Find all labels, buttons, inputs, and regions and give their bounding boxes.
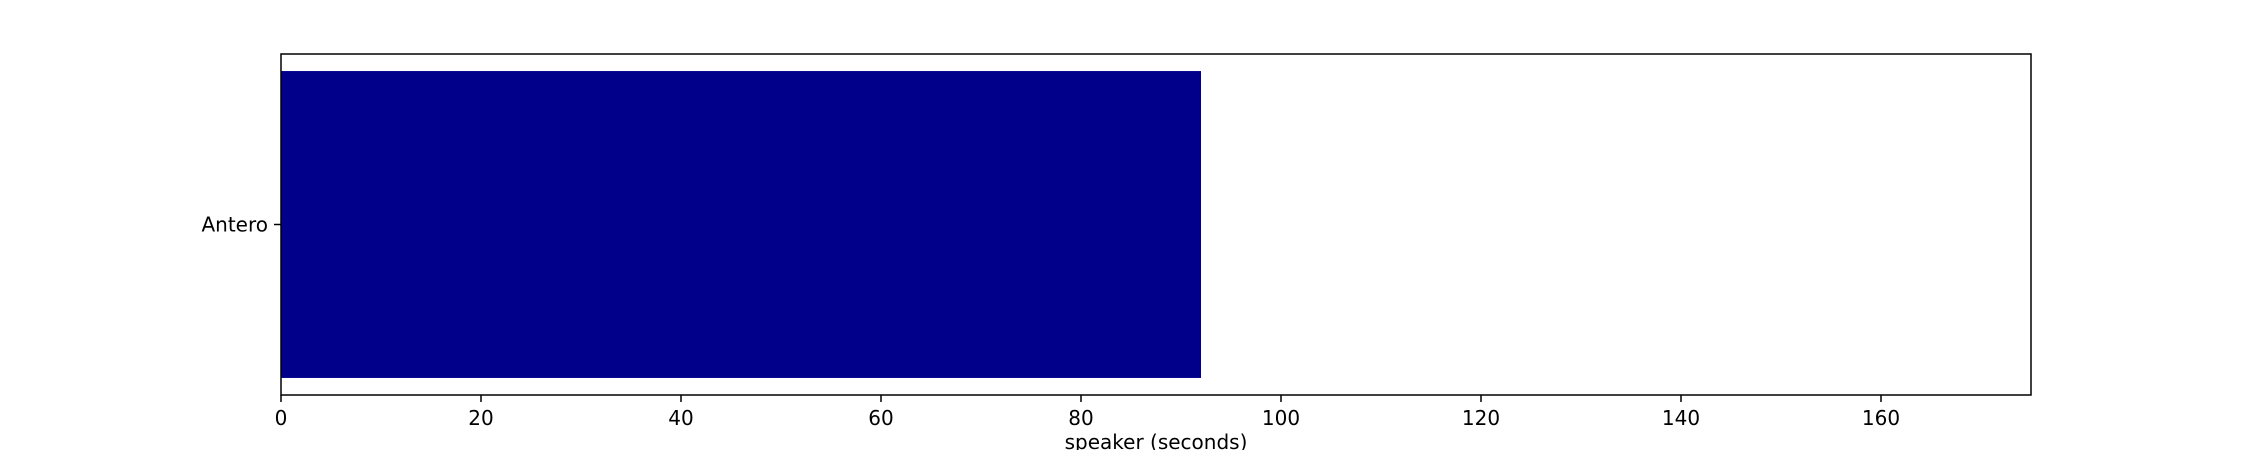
x-tick-label: 120 xyxy=(1462,406,1500,430)
x-tick-label: 100 xyxy=(1262,406,1300,430)
y-axis: Antero xyxy=(201,213,281,237)
bars-layer xyxy=(281,71,1201,378)
bar-antero xyxy=(281,71,1201,378)
x-tick-label: 140 xyxy=(1662,406,1700,430)
x-tick-label: 0 xyxy=(275,406,288,430)
x-tick-label: 160 xyxy=(1862,406,1900,430)
y-tick-label: Antero xyxy=(201,213,268,237)
x-tick-label: 80 xyxy=(1068,406,1093,430)
x-axis-label: speaker (seconds) xyxy=(1065,430,1248,450)
x-tick-label: 40 xyxy=(668,406,693,430)
x-tick-label: 60 xyxy=(868,406,893,430)
x-axis: 0 20 40 60 80 100 120 140 160 xyxy=(275,395,1900,430)
x-tick-label: 20 xyxy=(468,406,493,430)
